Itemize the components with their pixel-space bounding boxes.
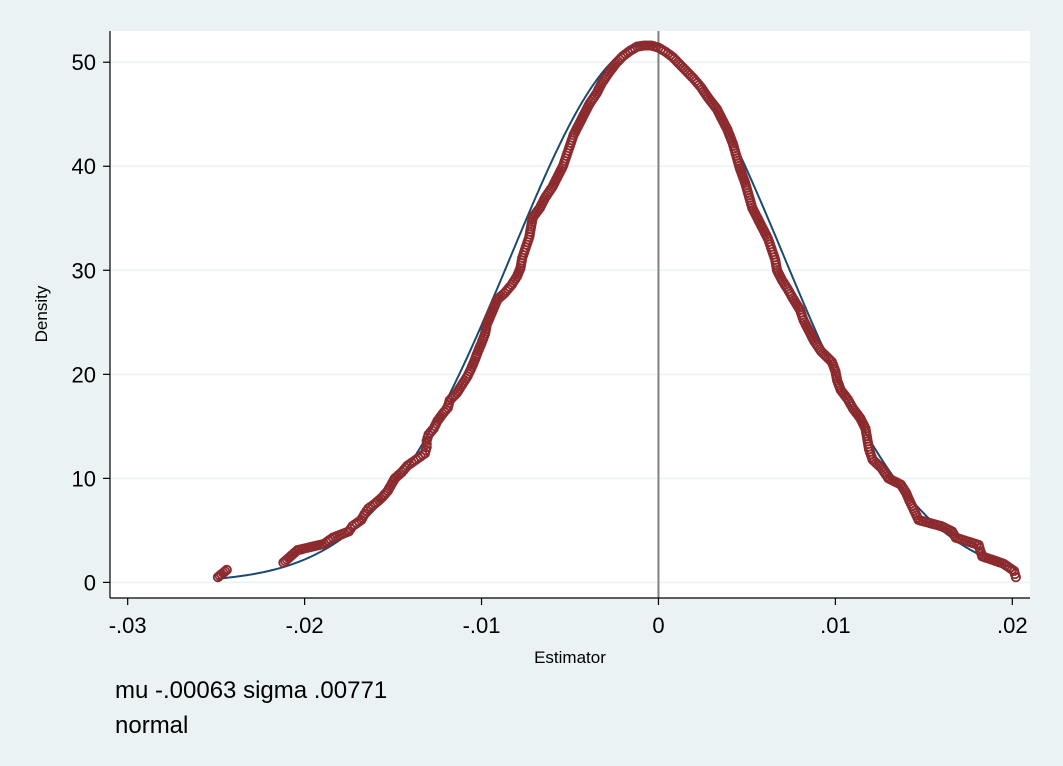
y-tick-label-1: 10 bbox=[72, 466, 96, 491]
y-tick-label-3: 30 bbox=[72, 258, 96, 283]
y-tick-label-2: 20 bbox=[72, 362, 96, 387]
x-tick-label-2: -.01 bbox=[463, 613, 501, 638]
marker-82 bbox=[421, 438, 432, 450]
distribution-type-note: normal bbox=[115, 712, 189, 739]
x-tick-label-5: .02 bbox=[997, 613, 1028, 638]
x-tick-label-1: -.02 bbox=[286, 613, 324, 638]
y-tick-label-4: 40 bbox=[72, 154, 96, 179]
gridlines bbox=[110, 61, 1030, 584]
y-tick-label-0: 0 bbox=[84, 570, 96, 595]
marker-4 bbox=[219, 566, 231, 577]
marker-81 bbox=[421, 442, 432, 453]
x-tick-label-4: .01 bbox=[820, 613, 851, 638]
y-axis-ticks: 0 10 20 30 40 50 bbox=[72, 50, 110, 595]
y-axis-title: Density bbox=[32, 285, 51, 342]
x-tick-label-0: -.03 bbox=[109, 613, 147, 638]
x-axis-ticks: -.03 -.02 -.01 0 .01 .02 bbox=[109, 598, 1028, 638]
marker-5 bbox=[221, 564, 232, 576]
marker-546 bbox=[1010, 572, 1021, 583]
x-axis-title: Estimator bbox=[534, 648, 606, 667]
x-tick-label-3: 0 bbox=[652, 613, 664, 638]
distribution-parameters-note: mu -.00063 sigma .00771 bbox=[115, 677, 388, 704]
y-tick-label-5: 50 bbox=[72, 50, 96, 75]
estimator-markers bbox=[212, 40, 1021, 583]
plot-area bbox=[110, 31, 1030, 598]
